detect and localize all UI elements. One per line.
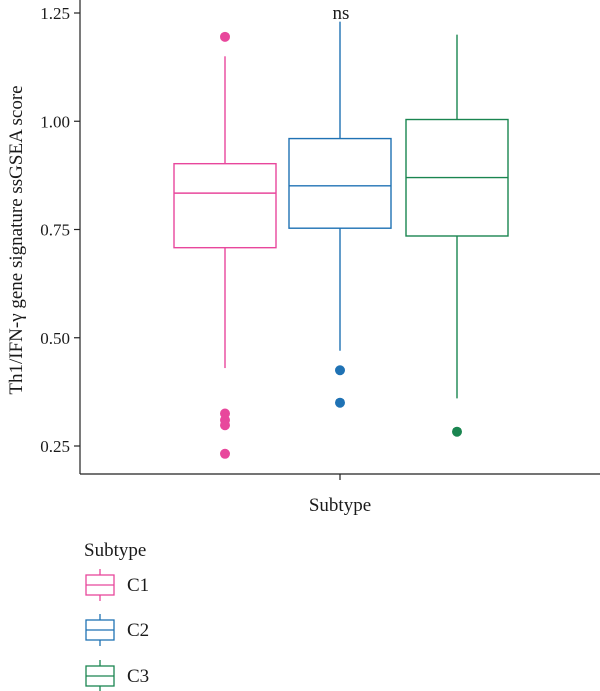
plot-area: 0.25 0.50 0.75 1.00 1.25 (40, 0, 600, 480)
boxplot-c2 (288, 21, 392, 408)
legend-label: C2 (127, 620, 149, 641)
y-tick-label: 0.75 (40, 221, 70, 240)
outlier-point (220, 420, 230, 431)
boxplot-c3 (405, 34, 509, 437)
x-axis-title: Subtype (309, 495, 371, 516)
boxplot-c1 (173, 31, 277, 459)
legend: Subtype C1 C2 C3 (84, 540, 149, 691)
legend-key-c3: C3 (85, 660, 149, 691)
y-tick-label: 1.25 (40, 4, 70, 23)
outlier-point (452, 426, 462, 437)
y-tick-label: 1.00 (40, 112, 70, 131)
outlier-point (220, 31, 230, 42)
y-axis-title: Th1/IFN-γ gene signature ssGSEA score (6, 85, 27, 394)
legend-label: C1 (127, 575, 149, 596)
legend-title: Subtype (84, 540, 146, 561)
outlier-point (220, 448, 230, 459)
box (288, 137, 392, 229)
box (173, 162, 277, 249)
outlier-point (335, 365, 345, 376)
outlier-point (335, 397, 345, 408)
legend-key-c2: C2 (85, 614, 149, 646)
y-tick-label: 0.50 (40, 329, 70, 348)
legend-key-c1: C1 (85, 569, 149, 601)
y-tick-label: 0.25 (40, 437, 70, 456)
significance-annotation: ns (333, 3, 350, 24)
legend-label: C3 (127, 666, 149, 687)
